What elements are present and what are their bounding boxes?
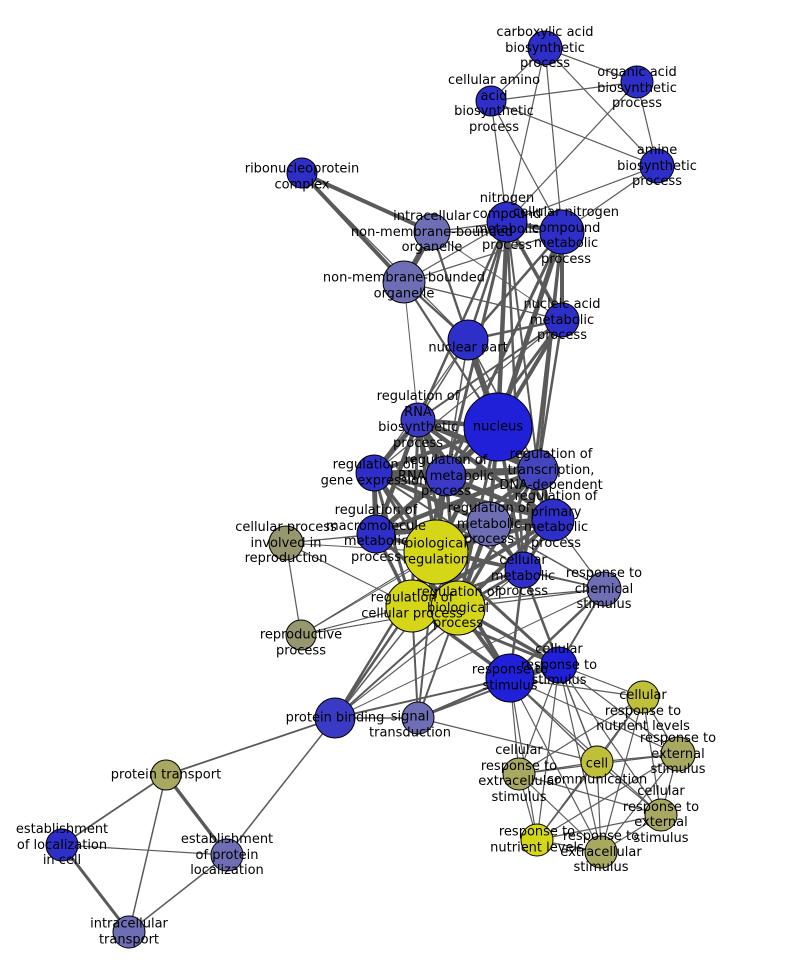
graph-node-nuclear-part[interactable]: [447, 319, 489, 361]
graph-edge[interactable]: [536, 664, 560, 841]
graph-edge[interactable]: [128, 774, 167, 933]
graph-node-cellular-response-to-extracellular-stimulus[interactable]: [502, 757, 536, 791]
graph-node-organic-acid-biosynthetic-process[interactable]: [620, 65, 654, 99]
graph-node-response-to-chemical-stimulus[interactable]: [586, 571, 622, 607]
graph-edge[interactable]: [518, 664, 560, 775]
graph-edge[interactable]: [403, 281, 563, 321]
graph-node-response-to-extracellular-stimulus[interactable]: [584, 835, 618, 869]
graph-node-non-membrane-bounded-organelle[interactable]: [382, 260, 426, 304]
nodes-layer: [45, 30, 696, 949]
graph-edge[interactable]: [417, 319, 563, 421]
graph-node-regulation-of-biological-process[interactable]: [430, 580, 486, 636]
graph-edge[interactable]: [373, 467, 541, 537]
graph-edge[interactable]: [334, 588, 605, 719]
graph-node-establishment-of-protein-localization[interactable]: [210, 838, 244, 872]
graph-edge[interactable]: [61, 774, 167, 846]
graph-edge[interactable]: [403, 231, 563, 283]
graph-edge[interactable]: [301, 172, 469, 341]
graph-node-regulation-of-cellular-process[interactable]: [385, 579, 439, 633]
graph-node-cellular-process-involved-in-reproduction[interactable]: [268, 525, 304, 561]
graph-edge[interactable]: [165, 717, 336, 776]
graph-edge[interactable]: [403, 281, 419, 421]
graph-edge[interactable]: [467, 221, 508, 341]
graph-node-nucleus[interactable]: [463, 392, 533, 462]
graph-node-protein-binding[interactable]: [314, 697, 356, 739]
graph-node-intracellular-non-membrane-bounded-organelle[interactable]: [413, 213, 451, 251]
graph-node-regulation-of-metabolic-process[interactable]: [466, 501, 512, 547]
graph-edge[interactable]: [417, 717, 598, 763]
graph-edge[interactable]: [518, 773, 662, 816]
graph-edge[interactable]: [300, 171, 434, 234]
graph-edge[interactable]: [518, 773, 602, 853]
graph-node-protein-transport[interactable]: [150, 759, 182, 791]
graph-edge[interactable]: [226, 717, 336, 856]
graph-edge[interactable]: [544, 47, 563, 233]
graph-edge[interactable]: [334, 569, 524, 719]
graph-node-cell-communication[interactable]: [580, 745, 614, 779]
graph-node-cellular-amino-acid-biosynthetic-process[interactable]: [475, 85, 507, 117]
graph-edge[interactable]: [490, 81, 638, 102]
graph-edge[interactable]: [506, 47, 546, 223]
graph-edge[interactable]: [445, 339, 469, 477]
graph-node-cellular-response-to-stimulus[interactable]: [540, 646, 578, 684]
graph-node-ribonucleoprotein-complex[interactable]: [286, 157, 318, 189]
graph-edge[interactable]: [518, 696, 644, 775]
graph-edge[interactable]: [60, 843, 131, 934]
graph-edge[interactable]: [600, 753, 679, 853]
graph-edge[interactable]: [410, 418, 420, 608]
graph-node-cellular-metabolic-process[interactable]: [504, 551, 542, 589]
graph-edge[interactable]: [373, 319, 563, 474]
graph-node-cellular-response-to-nutrient-levels[interactable]: [626, 680, 660, 714]
graph-edge[interactable]: [509, 677, 602, 853]
graph-node-cellular-response-to-external-stimulus[interactable]: [644, 798, 678, 832]
graph-edge[interactable]: [509, 677, 662, 816]
graph-edge[interactable]: [300, 171, 406, 284]
graph-node-carboxylic-acid-biosynthetic-process[interactable]: [527, 30, 563, 66]
graph-edge[interactable]: [490, 100, 563, 233]
graph-node-response-to-nutrient-levels[interactable]: [520, 823, 554, 857]
graph-node-regulation-of-macromolecule-metabolic-process[interactable]: [356, 514, 396, 554]
graph-node-response-to-stimulus[interactable]: [485, 653, 535, 703]
graph-edge[interactable]: [61, 844, 228, 856]
graph-edge[interactable]: [506, 221, 539, 471]
graph-edge[interactable]: [417, 664, 560, 719]
graph-node-signal-transduction[interactable]: [401, 701, 435, 735]
graph-edge[interactable]: [558, 664, 679, 755]
graph-edge[interactable]: [128, 854, 228, 933]
graph-node-nitrogen-compound-metabolic-process[interactable]: [486, 201, 528, 243]
graph-node-intracellular-transport[interactable]: [112, 915, 146, 949]
graph-node-biological-regulation[interactable]: [403, 519, 469, 585]
graph-edge[interactable]: [334, 607, 459, 719]
graph-edge[interactable]: [536, 814, 662, 841]
graph-node-amine-biosynthetic-process[interactable]: [639, 148, 675, 184]
graph-node-regulation-of-rna-biosynthetic-process[interactable]: [400, 402, 436, 438]
graph-node-regulation-of-primary-metabolic-process[interactable]: [531, 498, 575, 542]
graph-edge[interactable]: [372, 471, 555, 522]
graph-edge[interactable]: [164, 773, 229, 857]
graph-node-reproductive-process[interactable]: [285, 619, 317, 651]
graph-node-cellular-nitrogen-compound-metabolic-process[interactable]: [539, 209, 585, 255]
graph-node-establishment-of-localization-in-cell[interactable]: [45, 828, 79, 862]
graph-node-regulation-of-gene-expression[interactable]: [355, 454, 393, 492]
graph-edge[interactable]: [490, 100, 658, 167]
graph-edge[interactable]: [558, 664, 662, 816]
graph-node-regulation-of-transcription-dna-dependent[interactable]: [517, 449, 559, 491]
graph-node-regulation-of-rna-metabolic-process[interactable]: [425, 455, 467, 497]
graph-edge[interactable]: [536, 753, 679, 841]
graph-node-response-to-external-stimulus[interactable]: [660, 736, 696, 772]
graph-edge[interactable]: [536, 318, 564, 472]
graph-edge[interactable]: [431, 231, 563, 321]
graph-edge[interactable]: [558, 664, 602, 853]
graph-edge[interactable]: [544, 47, 658, 167]
graph-edge[interactable]: [506, 81, 638, 223]
graph-edge[interactable]: [506, 165, 658, 223]
graph-edge[interactable]: [334, 677, 511, 719]
graph-node-nucleic-acid-metabolic-process[interactable]: [544, 302, 580, 338]
